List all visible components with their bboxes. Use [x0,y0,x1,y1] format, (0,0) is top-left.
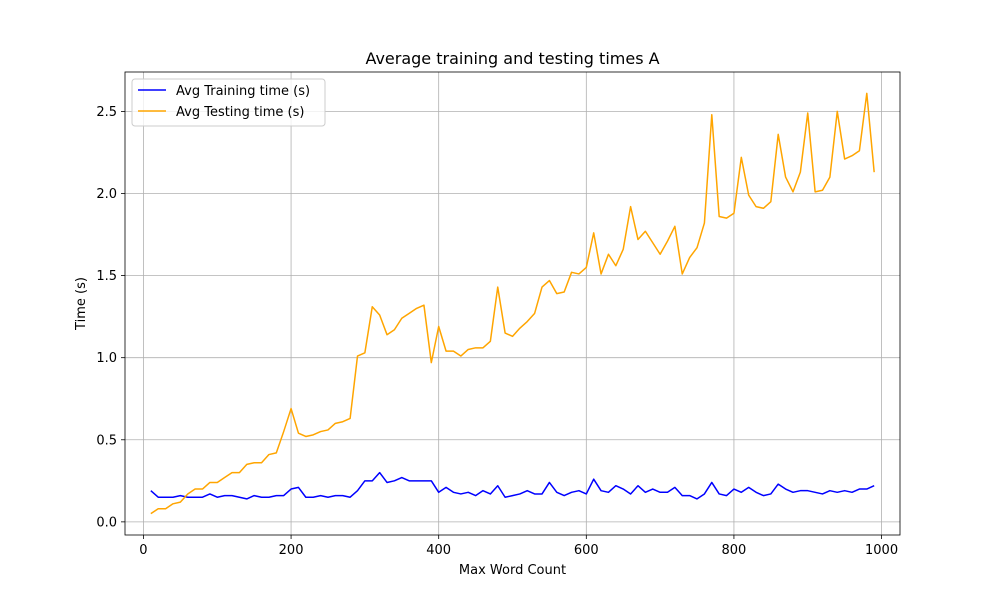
x-tick-label: 800 [722,543,747,558]
x-tick-label: 1000 [865,543,898,558]
grid-lines [125,72,900,535]
legend-box [131,78,326,127]
x-tick-label: 0 [139,543,147,558]
chart-title: Average training and testing times A [365,49,659,68]
y-tick-label: 2.5 [96,105,117,120]
series-lines [150,92,875,515]
series-line-training [150,471,875,500]
x-tick-label: 600 [574,543,599,558]
y-axis-ticks: 0.0 0.5 1.0 1.5 2.0 2.5 [96,105,125,530]
y-tick-label: 0.5 [96,433,117,448]
x-tick-label: 200 [279,543,304,558]
x-axis-label: Max Word Count [459,563,566,578]
y-axis-label: Time (s) [74,277,89,331]
y-tick-label: 1.0 [96,351,117,366]
x-axis-ticks: 0 200 400 600 800 1000 [139,535,898,558]
y-tick-label: 1.5 [96,269,117,284]
x-tick-label: 400 [426,543,451,558]
y-tick-label: 0.0 [96,515,117,530]
legend-label-testing: Avg Testing time (s) [176,105,304,120]
legend: Avg Training time (s) Avg Testing time (… [131,78,326,127]
series-line-testing [150,92,875,515]
legend-label-training: Avg Training time (s) [176,84,310,99]
y-tick-label: 2.0 [96,187,117,202]
plot-frame [124,71,901,536]
